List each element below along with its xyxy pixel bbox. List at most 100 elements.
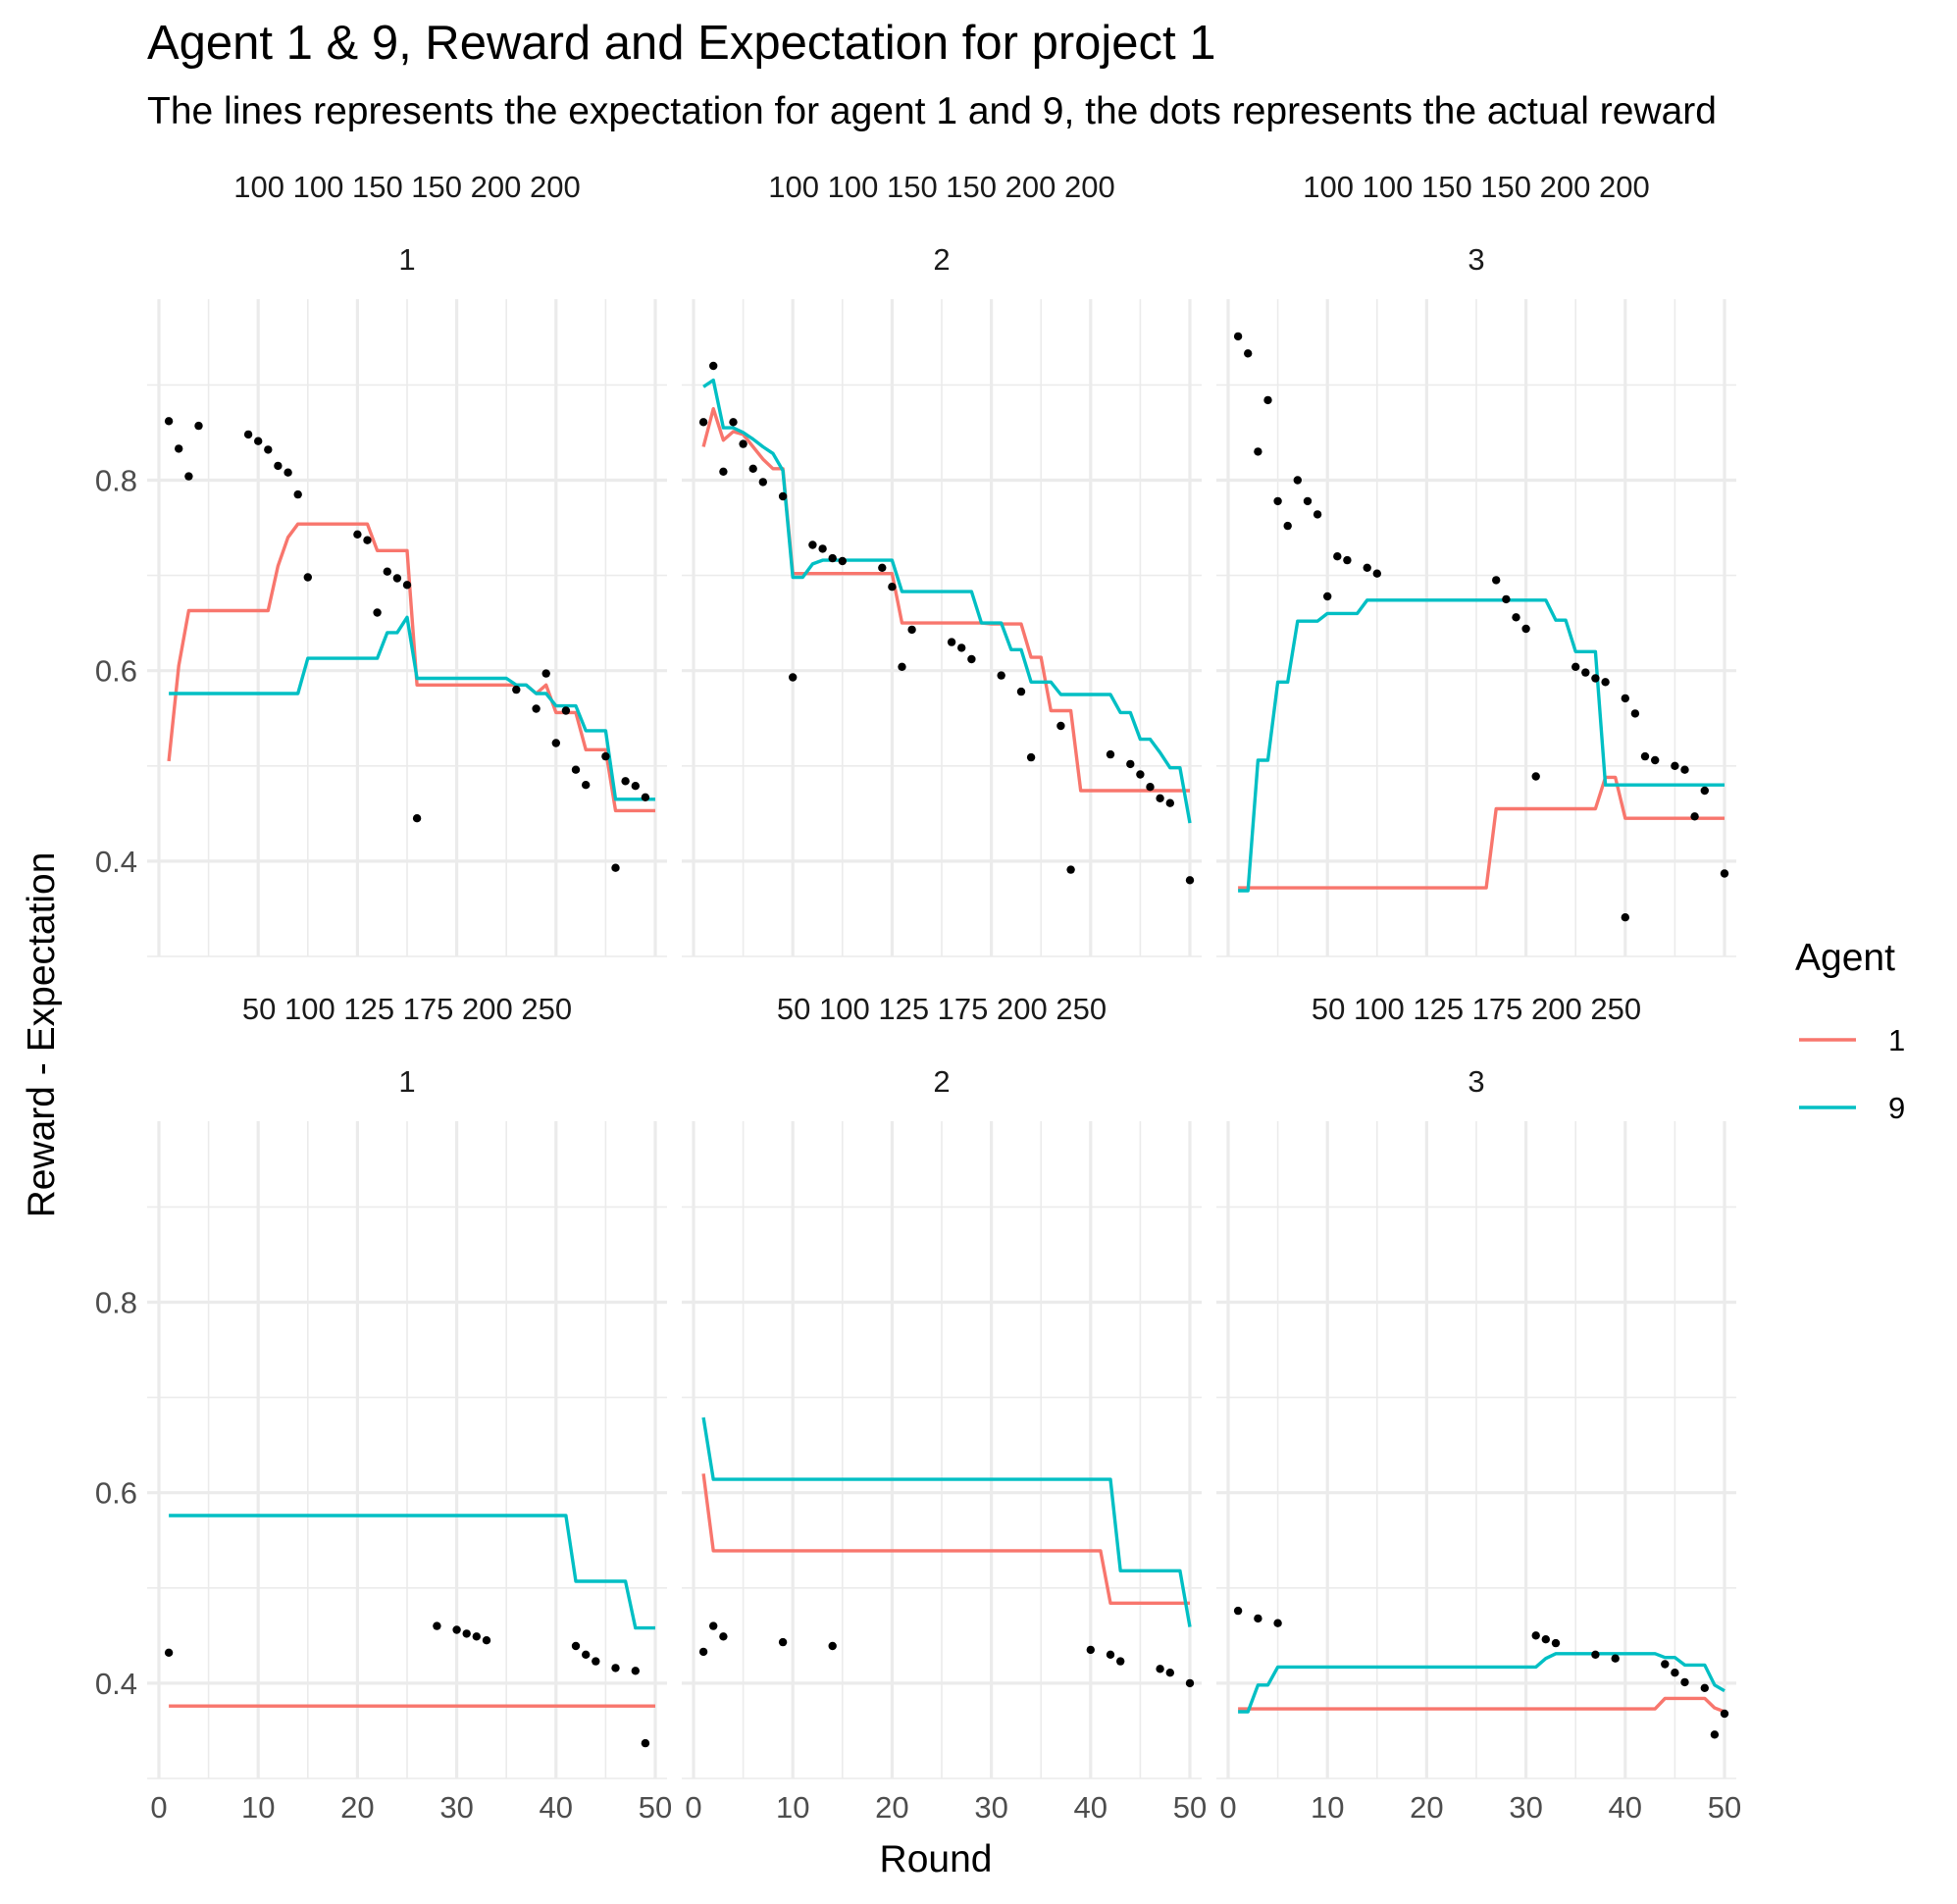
reward-dot (1233, 1606, 1243, 1616)
reward-dot (1086, 1645, 1096, 1655)
x-tick-label: 40 (1074, 1790, 1107, 1825)
reward-dot (1372, 569, 1382, 578)
reward-dot (1273, 496, 1282, 506)
reward-dot (698, 418, 708, 427)
y-tick-label: 0.6 (95, 1476, 137, 1511)
x-tick-label: 0 (150, 1790, 167, 1825)
expectation-line-agent-9 (701, 1416, 1192, 1627)
reward-dot (828, 1641, 837, 1651)
reward-dot (571, 765, 581, 774)
y-tick-label: 0.4 (95, 1667, 137, 1701)
strip-col-label: 3 (1468, 242, 1484, 277)
panel-2: 100 100 150 150 200 200 2 (682, 170, 1202, 957)
reward-dot (1323, 592, 1332, 601)
reward-dot (1571, 662, 1580, 671)
strip-col-label: 1 (398, 1064, 415, 1099)
reward-dot (828, 553, 837, 563)
reward-dot (1303, 496, 1313, 506)
reward-dot (1720, 869, 1729, 878)
reward-dot (412, 814, 422, 823)
reward-dot (254, 437, 263, 445)
reward-dot (997, 671, 1005, 680)
expectation-line-agent-1 (701, 1473, 1190, 1606)
reward-dot (1254, 447, 1262, 456)
reward-dot (641, 1738, 650, 1748)
reward-dot (1551, 1638, 1561, 1648)
y-tick-label: 0.6 (95, 654, 137, 689)
reward-dot (1056, 721, 1065, 731)
reward-dot (808, 540, 817, 549)
x-tick-label: 50 (1708, 1790, 1741, 1825)
panel-4: 50 100 125 175 200 250 1 0.4 0.6 0.8 0 10 20 30 4… (95, 992, 672, 1825)
reward-dot (472, 1632, 481, 1641)
reward-dot (739, 439, 747, 448)
x-tick-label: 0 (685, 1790, 701, 1825)
reward-dot (778, 491, 788, 501)
reward-dot (1363, 563, 1371, 572)
reward-dot (709, 361, 718, 371)
reward-dot (947, 638, 956, 646)
y-tick-label: 0.8 (95, 1285, 137, 1319)
reward-dot (719, 1632, 728, 1641)
reward-dot (601, 751, 610, 761)
reward-dot (789, 673, 798, 682)
reward-dot (1700, 786, 1710, 796)
strip-col-label: 1 (398, 242, 415, 277)
reward-dot (1512, 613, 1520, 622)
legend-title: Agent (1795, 937, 1895, 979)
reward-dot (1016, 687, 1026, 696)
reward-dot (1165, 1669, 1175, 1677)
x-axis-title: Round (880, 1838, 993, 1880)
reward-dot (888, 583, 897, 592)
x-tick-label: 10 (241, 1790, 275, 1825)
reward-dot (582, 781, 591, 790)
reward-dot (512, 685, 521, 695)
reward-dot (283, 468, 292, 477)
reward-dot (1244, 349, 1253, 358)
reward-dot (1156, 1665, 1164, 1673)
reward-dot (551, 739, 560, 747)
x-tick-label: 40 (540, 1790, 573, 1825)
reward-dot (373, 608, 382, 617)
reward-dot (1146, 783, 1155, 792)
reward-dot (1621, 694, 1630, 703)
expectation-line-agent-9 (169, 615, 655, 801)
reward-dot (641, 793, 650, 801)
reward-dot (1273, 1619, 1282, 1627)
reward-dot (1254, 1614, 1262, 1623)
reward-dot (1541, 1635, 1551, 1644)
y-axis-title: Reward - Expectation (21, 852, 63, 1218)
reward-dot (541, 669, 550, 678)
panel-1: 100 100 150 150 200 200 1 0.4 0.6 0.8 (95, 170, 667, 957)
strip-col-label: 2 (933, 242, 950, 277)
strip-col-label: 3 (1468, 1064, 1484, 1099)
reward-dot (1313, 510, 1322, 519)
reward-dot (1502, 594, 1511, 604)
reward-dot (748, 464, 757, 473)
x-tick-label: 50 (1173, 1790, 1207, 1825)
reward-dot (611, 1664, 620, 1672)
reward-dot (778, 1637, 788, 1647)
reward-dot (1156, 794, 1164, 802)
reward-dot (878, 563, 887, 572)
chart-subtitle: The lines represents the expectation for… (147, 90, 1717, 132)
reward-dot (452, 1625, 461, 1634)
reward-dot (1671, 761, 1679, 770)
expectation-line-agent-1 (167, 522, 655, 813)
reward-dot (898, 662, 906, 671)
reward-dot (532, 704, 541, 713)
reward-dot (1690, 812, 1699, 821)
reward-dot (402, 581, 412, 590)
strip-row-label: 50 100 125 175 200 250 (1312, 992, 1641, 1026)
reward-dot (363, 536, 372, 544)
y-tick-label: 0.8 (95, 463, 137, 497)
reward-dot (561, 706, 571, 715)
reward-dot (719, 467, 728, 476)
x-tick-label: 10 (776, 1790, 809, 1825)
reward-dot (1661, 1660, 1670, 1669)
reward-dot (1165, 798, 1175, 807)
x-tick-label: 10 (1311, 1790, 1344, 1825)
reward-dot (175, 444, 183, 453)
